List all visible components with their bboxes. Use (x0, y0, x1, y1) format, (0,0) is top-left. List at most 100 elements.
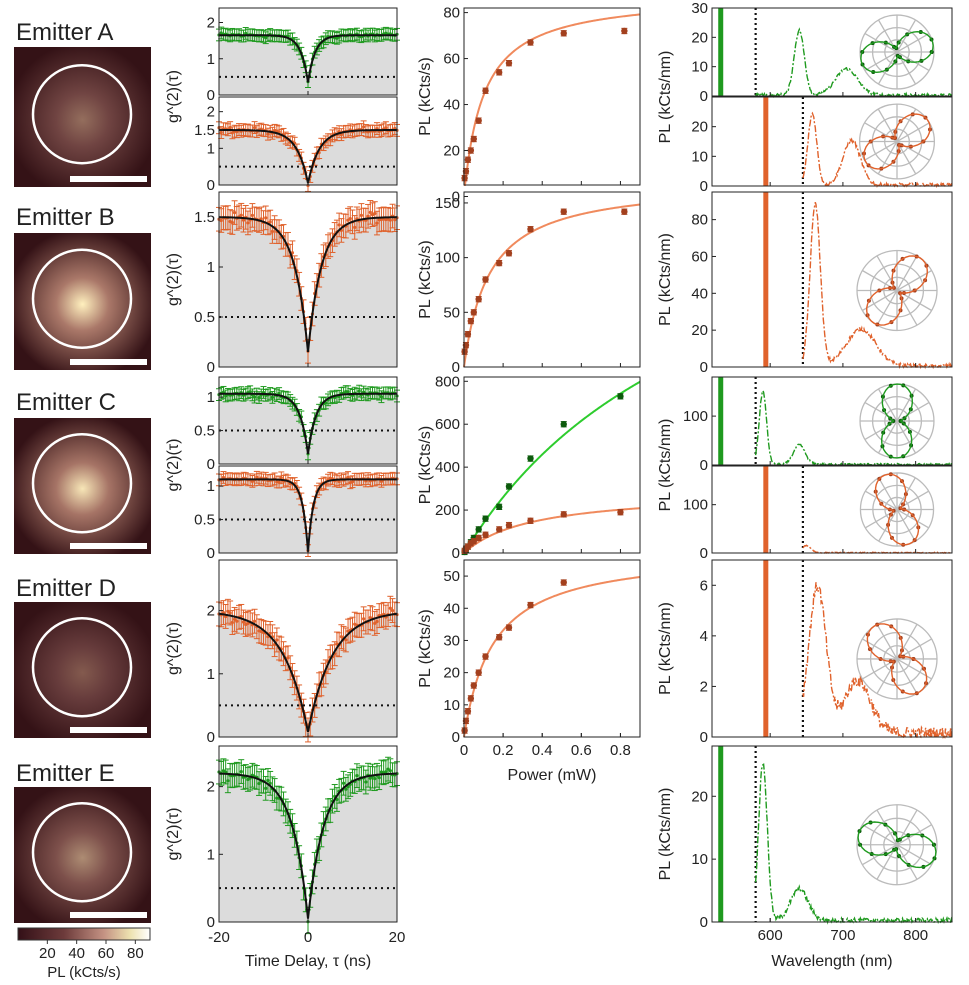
g2-point (362, 125, 366, 129)
saturation-point (475, 534, 482, 542)
g2-fit-line (218, 612, 398, 733)
axes-frame (711, 465, 953, 554)
saturation-chart-A: 0 20 40 60 80 PL (kCts/s) (417, 5, 641, 205)
polar-spoke (862, 269, 932, 312)
y-tick-label: 80 (443, 5, 460, 22)
g2-point (275, 638, 279, 642)
g2-point (279, 476, 283, 480)
polar-inset (858, 103, 936, 180)
y-tick-label: 1 (207, 140, 215, 157)
y-tick-label: 10 (691, 59, 708, 76)
g2-point (375, 619, 379, 624)
saturation-point (464, 330, 472, 338)
g2-point (232, 617, 237, 622)
saturation-point (527, 225, 534, 233)
g2-xlabel: Time Delay, τ (ns) (245, 953, 371, 970)
saturation-point (617, 393, 624, 400)
emitter-label: Emitter C (16, 389, 116, 416)
saturation-point (475, 669, 482, 676)
emitter-circle (31, 433, 133, 534)
y-tick-label: 0 (700, 729, 708, 746)
polar-curve (874, 473, 920, 546)
g2-fit-line (219, 34, 397, 83)
g2-point (353, 225, 357, 229)
y-tick-label: 0 (207, 177, 215, 194)
g2-point (248, 390, 252, 394)
colorbar-tick-label: 80 (127, 945, 144, 962)
y-tick-label: 0 (452, 545, 460, 562)
g2-point (346, 390, 350, 394)
axes-frame (463, 376, 641, 554)
g2-point (337, 479, 341, 484)
g2-point (348, 217, 352, 221)
y-tick-label: 60 (691, 248, 708, 265)
y-tick-label: 0.5 (194, 309, 215, 326)
y-tick-label: 20 (691, 788, 708, 805)
y-tick-label: 100 (683, 497, 708, 514)
y-tick-label: 20 (691, 119, 708, 136)
saturation-point (560, 511, 567, 518)
saturation-fit-line (463, 507, 641, 554)
saturation-point (467, 695, 475, 702)
x-tick-label: 20 (389, 929, 406, 946)
g2-point (342, 781, 346, 785)
emitter-label: Emitter B (16, 204, 115, 231)
g2-point (388, 769, 392, 773)
y-tick-label: 0 (700, 545, 708, 562)
x-tick-label: 0.8 (610, 742, 631, 759)
spectrum-line (754, 27, 953, 99)
saturation-point (496, 259, 503, 267)
y-tick-label: 50 (443, 304, 460, 321)
axes-frame (463, 7, 641, 186)
g2-shade (219, 773, 397, 922)
g2-point (239, 769, 243, 774)
y-tick-label: 0.5 (194, 512, 215, 529)
saturation-fit-line (463, 576, 641, 738)
saturation-point (496, 526, 503, 533)
g2-point (346, 218, 350, 222)
x-tick-label: 600 (758, 927, 783, 944)
axes-frame (711, 559, 953, 738)
spectrum-ylabel: PL (kCts/nm) (657, 51, 674, 144)
saturation-point (560, 421, 567, 428)
y-tick-label: 0 (207, 456, 215, 473)
g2-point (357, 389, 361, 393)
g2-point (368, 210, 372, 214)
axes-frame (711, 7, 953, 97)
emitter-label: Emitter D (16, 575, 116, 602)
saturation-point (617, 509, 624, 516)
g2-point (379, 395, 384, 399)
y-tick-label: 1 (207, 478, 215, 495)
saturation-point (505, 250, 513, 257)
g2-point (388, 218, 392, 222)
y-tick-label: 2 (700, 678, 708, 695)
g2-point (250, 213, 254, 217)
g2-point (244, 31, 248, 35)
saturation-point (505, 521, 513, 529)
saturation-point (527, 39, 534, 46)
x-tick-label: 800 (903, 927, 928, 944)
g2-point (337, 223, 341, 227)
g2-point (373, 777, 377, 781)
saturation-xlabel: Power (mW) (508, 767, 597, 784)
g2-point (268, 220, 272, 224)
polar-curve (880, 383, 914, 459)
polar-inset (856, 249, 938, 332)
saturation-point (527, 455, 534, 462)
saturation-point (560, 579, 567, 586)
g2-point (384, 770, 388, 774)
colorbar (17, 927, 151, 941)
laser-line (763, 560, 769, 737)
y-tick-label: 1 (207, 259, 215, 276)
y-tick-label: 600 (435, 416, 460, 433)
y-tick-label: 0 (700, 178, 708, 195)
g2-point (219, 31, 223, 35)
g2-point (379, 479, 384, 483)
x-tick-label: 0.2 (493, 742, 514, 759)
y-tick-label: 20 (691, 322, 708, 339)
saturation-point (470, 537, 477, 545)
saturation-point (470, 135, 477, 143)
saturation-chart-D: 0 10 20 30 40 50 PL (kCts/s) 0 0.2 0.4 0.6 0.8 Power… (417, 559, 641, 784)
y-tick-label: 2 (207, 603, 215, 620)
